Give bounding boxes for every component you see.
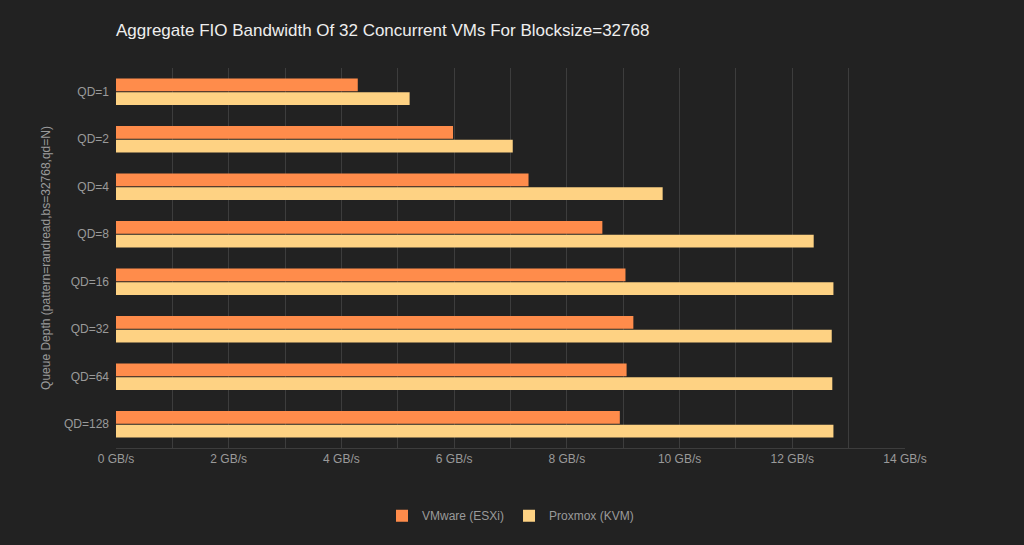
svg-text:QD=8: QD=8 [77,227,109,241]
svg-text:VMware (ESXi): VMware (ESXi) [422,509,504,523]
svg-text:QD=128: QD=128 [64,417,109,431]
svg-text:Aggregate FIO Bandwidth Of 32: Aggregate FIO Bandwidth Of 32 Concurrent… [116,21,649,40]
svg-text:12 GB/s: 12 GB/s [771,452,814,466]
svg-text:4 GB/s: 4 GB/s [323,452,360,466]
svg-text:Proxmox (KVM): Proxmox (KVM) [549,509,634,523]
svg-text:Queue Depth (pattern=randread,: Queue Depth (pattern=randread,bs=32768,q… [39,126,53,390]
svg-text:6 GB/s: 6 GB/s [436,452,473,466]
svg-text:QD=16: QD=16 [71,275,110,289]
svg-text:QD=32: QD=32 [71,322,110,336]
svg-text:14 GB/s: 14 GB/s [883,452,926,466]
svg-text:QD=4: QD=4 [77,180,109,194]
svg-text:0 GB/s: 0 GB/s [98,452,135,466]
svg-text:QD=2: QD=2 [77,132,109,146]
svg-text:QD=1: QD=1 [77,85,109,99]
svg-text:8 GB/s: 8 GB/s [549,452,586,466]
svg-text:10 GB/s: 10 GB/s [658,452,701,466]
svg-text:2 GB/s: 2 GB/s [210,452,247,466]
svg-text:QD=64: QD=64 [71,370,110,384]
